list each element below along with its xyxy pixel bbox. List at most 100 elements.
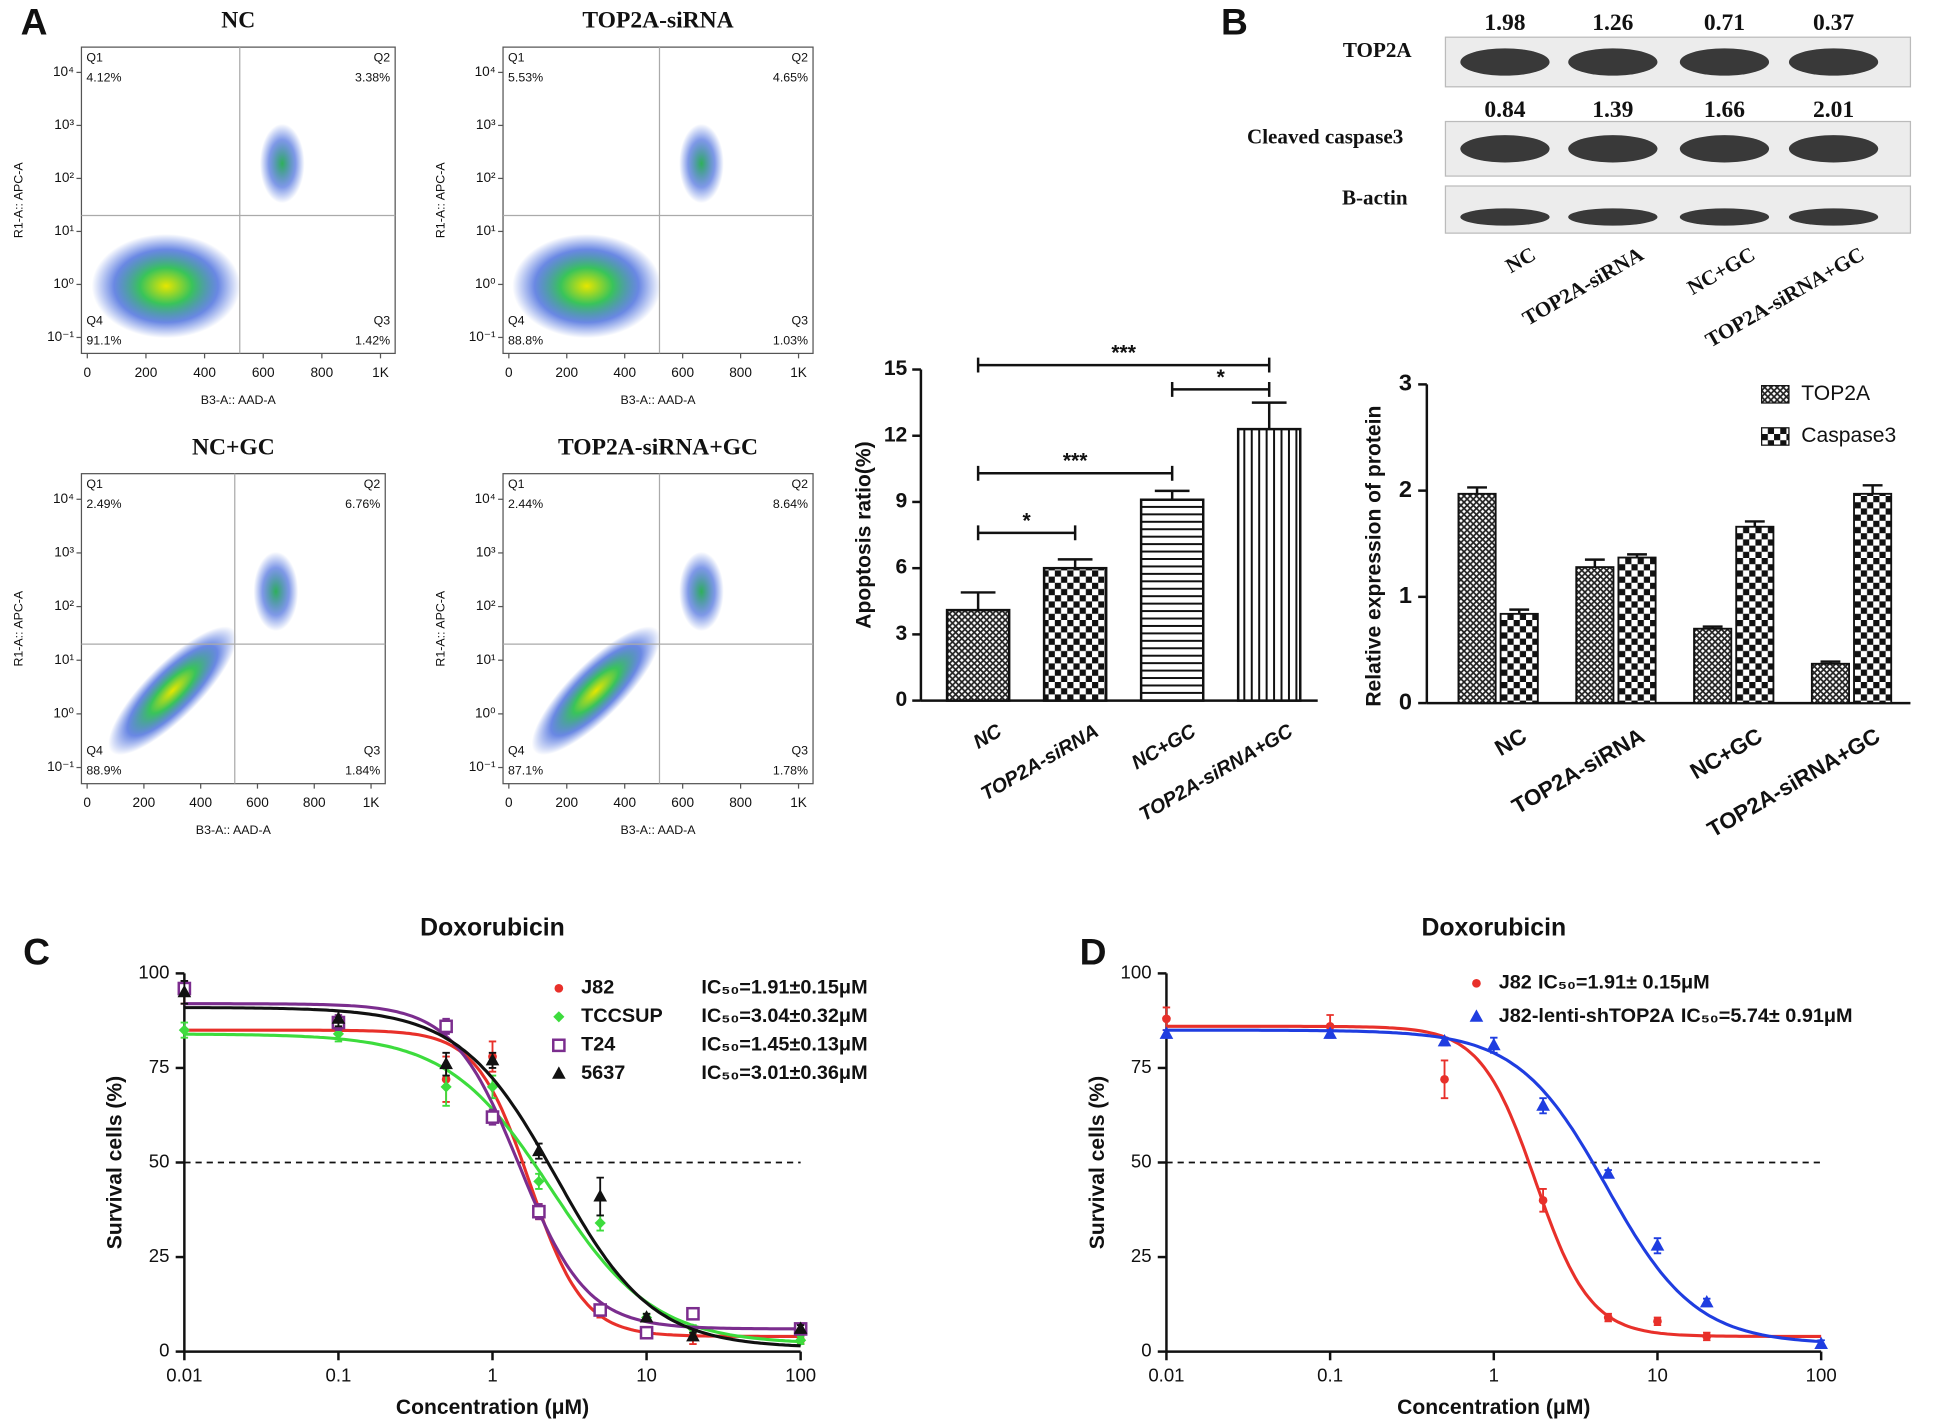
x-tick-label: 0 xyxy=(505,365,513,380)
x-tick-label: 10 xyxy=(636,1364,657,1385)
significance-bracket xyxy=(976,465,1174,481)
blot-band xyxy=(1788,208,1879,226)
x-tick-label: 1 xyxy=(1489,1364,1499,1385)
quadrant-percent: 1.03% xyxy=(773,333,808,347)
blot-quant-label: 0.71 xyxy=(1704,10,1745,36)
quadrant-name: Q2 xyxy=(364,477,381,491)
significance-label: *** xyxy=(1111,342,1136,365)
plot-frame xyxy=(80,473,386,785)
quadrant-percent: 2.44% xyxy=(508,497,543,511)
bar xyxy=(1499,612,1539,705)
chart-title: Doxorubicin xyxy=(420,914,565,941)
y-tick-label: 10² xyxy=(54,170,74,185)
legend-label: Caspase3 xyxy=(1801,424,1896,447)
blot-band xyxy=(1679,48,1770,76)
data-point xyxy=(1699,1294,1714,1308)
y-axis-label: R1-A:: APC-A xyxy=(433,590,447,666)
y-tick-label: 10⁻¹ xyxy=(469,759,496,774)
plot-frame xyxy=(502,46,814,355)
y-tick-label: 15 xyxy=(884,357,908,380)
x-tick-label: 0 xyxy=(83,795,91,810)
x-tick-label: 800 xyxy=(729,365,752,380)
y-tick-label: 2 xyxy=(1399,476,1412,502)
legend-ic50: IC₅₀=1.45±0.13μM xyxy=(701,1034,867,1056)
bar xyxy=(1810,662,1850,705)
bar xyxy=(1853,492,1893,705)
y-tick-label: 75 xyxy=(149,1056,170,1077)
data-point xyxy=(1702,1332,1712,1341)
x-tick-label: NC+GC xyxy=(1686,723,1767,784)
y-tick-label: 10⁰ xyxy=(475,276,496,291)
chart-title: NC+GC xyxy=(192,434,275,460)
fit-curve xyxy=(1166,1024,1822,1339)
significance-label: * xyxy=(1023,509,1032,532)
x-tick-label: 0.1 xyxy=(326,1364,352,1385)
y-tick-label: 10³ xyxy=(54,545,74,560)
y-tick-label: 10³ xyxy=(476,545,496,560)
bar xyxy=(1575,566,1615,705)
legend-marker xyxy=(552,1038,566,1053)
data-point xyxy=(1323,1026,1337,1039)
legend-marker xyxy=(552,1066,566,1079)
density-cloud xyxy=(679,123,724,204)
y-axis-label: Survival cells (%) xyxy=(1086,1076,1109,1249)
x-tick-label: TOP2A-siRNA xyxy=(1508,723,1649,819)
data-point xyxy=(439,1056,453,1070)
blot-band xyxy=(1460,208,1550,226)
quadrant-percent: 87.1% xyxy=(508,764,543,778)
y-tick-label: 10⁰ xyxy=(475,705,496,720)
quadrant-name: Q4 xyxy=(508,744,525,758)
blot-lane-label: TOP2A-siRNA xyxy=(1518,242,1648,331)
quadrant-percent: 88.9% xyxy=(86,764,121,778)
y-tick-label: 100 xyxy=(1121,961,1152,982)
data-point xyxy=(331,1011,346,1024)
y-tick-label: 10² xyxy=(476,170,496,185)
data-point xyxy=(1601,1166,1616,1179)
x-tick-label: 800 xyxy=(303,795,326,810)
fit-curve xyxy=(1166,1028,1822,1344)
legend-label: T24 xyxy=(581,1034,615,1056)
y-tick-label: 10⁰ xyxy=(53,276,74,291)
data-point xyxy=(1814,1336,1828,1349)
data-point xyxy=(793,1321,808,1334)
y-tick-label: 6 xyxy=(896,556,908,579)
bar xyxy=(945,608,1011,702)
density-cloud xyxy=(91,233,241,339)
legend-swatch xyxy=(1761,427,1790,446)
x-axis-label: Concentration (μM) xyxy=(396,1396,589,1419)
quadrant-name: Q2 xyxy=(792,477,809,491)
x-axis-label: Concentration (μM) xyxy=(1397,1396,1590,1419)
x-axis-label: B3-A:: AAD-A xyxy=(621,393,697,407)
x-tick-label: 200 xyxy=(133,795,156,810)
legend-ic50: IC₅₀=5.74± 0.91μM xyxy=(1681,1005,1853,1027)
panel-letter: C xyxy=(23,931,50,973)
legend-marker xyxy=(554,983,564,993)
data-point xyxy=(686,1329,700,1342)
bar xyxy=(1735,525,1775,705)
data-point xyxy=(332,1028,345,1040)
y-tick-label: 1 xyxy=(1399,582,1412,608)
bar xyxy=(1693,627,1733,705)
quadrant-name: Q4 xyxy=(86,313,103,327)
data-point xyxy=(486,1081,499,1093)
quadrant-name: Q1 xyxy=(508,477,525,491)
legend-label: 5637 xyxy=(581,1062,625,1084)
legend-name: J82 xyxy=(1499,972,1532,994)
blot-quant-label: 2.01 xyxy=(1813,97,1854,123)
blot-band xyxy=(1568,48,1658,76)
data-point xyxy=(532,1204,546,1219)
x-tick-label: 0 xyxy=(84,365,92,380)
quadrant-name: Q2 xyxy=(792,51,809,65)
significance-bracket xyxy=(976,357,1271,373)
quadrant-percent: 1.84% xyxy=(345,764,380,778)
y-tick-label: 12 xyxy=(884,423,907,446)
y-axis-label: Apoptosis ratio(%) xyxy=(853,441,876,628)
bar xyxy=(1042,566,1108,702)
y-tick-label: 3 xyxy=(896,622,908,645)
x-tick-label: NC xyxy=(1490,723,1530,761)
quadrant-name: Q3 xyxy=(364,744,381,758)
data-point xyxy=(440,1081,452,1093)
data-point xyxy=(795,1334,807,1346)
data-point xyxy=(1437,1034,1452,1047)
